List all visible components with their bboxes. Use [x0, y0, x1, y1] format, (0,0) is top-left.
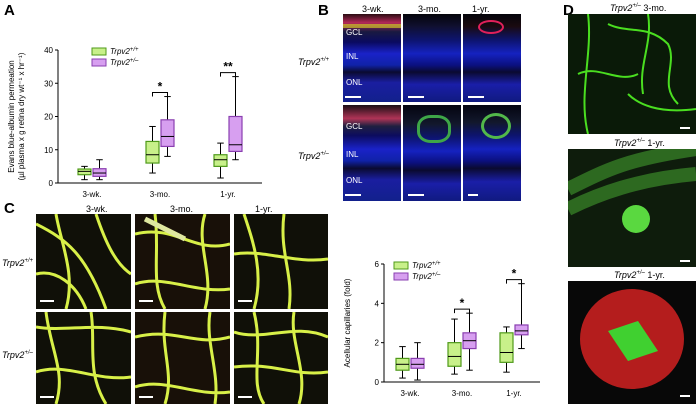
scale-bar: [345, 194, 361, 196]
x-tick-label: 3-wk.: [400, 389, 419, 398]
d-image-1: [568, 14, 696, 134]
significance-marker: *: [512, 267, 517, 281]
y-tick-label: 0: [375, 378, 380, 387]
scale-bar: [345, 96, 361, 98]
b-label-onl-1: ONL: [346, 78, 363, 87]
b-row-label-het: Trpv2+/–: [298, 151, 329, 161]
d-caption-3: Trpv2+/– 1-yr.: [614, 270, 665, 280]
significance-marker: *: [158, 80, 163, 94]
box-Trpv2+/-: [410, 357, 425, 369]
d-caption-2: Trpv2+/– 1-yr.: [614, 138, 665, 148]
y-tick-label: 6: [375, 260, 380, 269]
x-tick-label: 1-yr.: [220, 190, 236, 199]
b-col-label-1: 3-wk.: [362, 4, 384, 14]
legend-swatch: [393, 261, 409, 270]
scale-bar: [40, 300, 54, 302]
panel-letter-a: A: [4, 2, 15, 19]
significance-marker: *: [460, 296, 465, 310]
legend-label: Trpv2+/–: [412, 272, 441, 281]
c-col-label-3: 1-yr.: [255, 204, 273, 214]
c-image-het-1yr: [234, 312, 328, 404]
c-col-label-1: 3-wk.: [86, 204, 108, 214]
b-image-wt-1yr: [463, 14, 521, 102]
x-tick-label: 1-yr.: [506, 389, 522, 398]
b-label-gcl-1: GCL: [346, 28, 363, 37]
b-image-het-3mo: [403, 105, 461, 201]
scale-bar: [238, 300, 252, 302]
y-axis-label: (µl plasma x g retina dry wt⁻¹ x hr⁻¹): [17, 52, 26, 180]
scale-bar: [408, 194, 424, 196]
d-caption-1: Trpv2+/– 3-mo.: [610, 3, 667, 13]
scale-bar: [680, 127, 690, 129]
scale-bar: [139, 300, 153, 302]
scale-bar: [408, 96, 424, 98]
b-label-onl-2: ONL: [346, 176, 363, 185]
y-tick-label: 20: [44, 113, 53, 122]
y-tick-label: 0: [49, 179, 54, 188]
c-image-wt-1yr: [234, 214, 328, 309]
d-image-3: [568, 281, 696, 404]
y-tick-label: 10: [44, 146, 53, 155]
b-image-het-3wk: [343, 105, 401, 201]
scale-bar: [40, 396, 54, 398]
x-tick-label: 3-mo.: [452, 389, 472, 398]
d-image-2: [568, 149, 696, 267]
b-label-gcl-2: GCL: [346, 122, 363, 131]
box-Trpv2+/+: [499, 332, 514, 363]
panel-letter-d: D: [563, 2, 574, 19]
b-row-label-wt: Trpv2+/+: [298, 57, 330, 67]
legend-label: Trpv2+/+: [412, 261, 441, 270]
significance-marker: **: [223, 60, 233, 74]
chart-c: 0 2 4 6 Acellular capillaries (fold) 3-wk. 3-m…: [343, 260, 540, 398]
c-image-wt-3mo: [135, 214, 230, 309]
y-tick-label: 2: [375, 339, 380, 348]
y-tick-label: 30: [44, 79, 53, 88]
panel-letter-b: B: [318, 2, 329, 19]
b-col-label-2: 3-mo.: [418, 4, 442, 14]
c-image-wt-3wk: [36, 214, 131, 309]
significance-bracket: [454, 308, 470, 314]
x-tick-label: 3-mo.: [150, 190, 170, 199]
c-col-label-2: 3-mo.: [170, 204, 194, 214]
box-Trpv2+/+: [213, 154, 228, 167]
c-image-het-3wk: [36, 312, 131, 404]
box-Trpv2+/+: [447, 342, 462, 367]
chart-a: 0 10 20 30 40 Evans blue-albumin permeation (µ…: [7, 46, 262, 199]
significance-bracket: [152, 92, 168, 97]
legend-label: Trpv2+/+: [110, 47, 139, 56]
c-row-label-het: Trpv2+/–: [2, 350, 33, 360]
significance-bracket: [506, 279, 522, 284]
c-row-label-wt: Trpv2+/+: [2, 258, 34, 268]
scale-bar: [139, 396, 153, 398]
y-axis-label: Evans blue-albumin permeation: [7, 60, 16, 173]
legend-swatch: [91, 58, 107, 67]
box-Trpv2+/-: [228, 115, 243, 153]
box-Trpv2+/-: [514, 324, 529, 336]
box-Trpv2+/+: [145, 140, 160, 164]
b-image-wt-3mo: [403, 14, 461, 102]
scale-bar: [680, 395, 690, 397]
y-axis-label: Acellular capillaries (fold): [343, 278, 352, 367]
b-col-label-3: 1-yr.: [472, 4, 490, 14]
panel-letter-c: C: [4, 200, 15, 217]
b-image-het-1yr: [463, 105, 521, 201]
scale-bar: [468, 194, 478, 196]
y-tick-label: 40: [44, 46, 53, 55]
b-label-inl-1: INL: [346, 52, 359, 61]
scale-bar: [680, 260, 690, 262]
x-tick-label: 3-wk.: [82, 190, 101, 199]
legend-swatch: [393, 272, 409, 281]
b-image-wt-3wk: [343, 14, 401, 102]
scale-bar: [468, 96, 484, 98]
scale-bar: [238, 396, 252, 398]
box-Trpv2+/-: [160, 119, 175, 148]
legend-label: Trpv2+/–: [110, 58, 139, 67]
b-label-inl-2: INL: [346, 150, 359, 159]
significance-bracket: [220, 72, 236, 77]
y-tick-label: 4: [375, 299, 380, 308]
c-image-het-3mo: [135, 312, 230, 404]
legend-swatch: [91, 47, 107, 56]
